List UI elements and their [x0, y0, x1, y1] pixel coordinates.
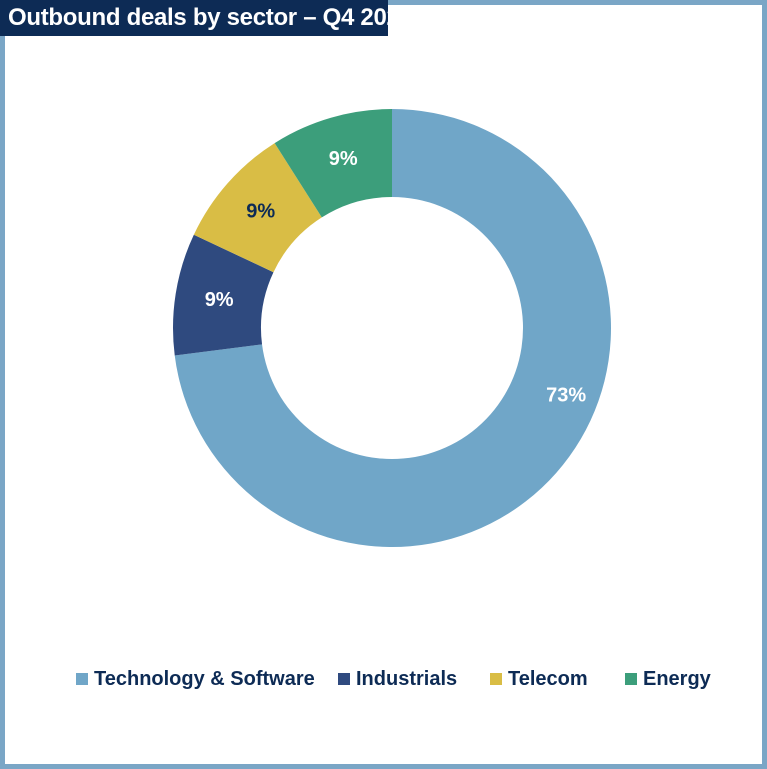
donut-slice-industrials	[173, 234, 274, 356]
legend-swatch-telecom	[490, 673, 502, 685]
legend-item-telecom: Telecom	[490, 664, 588, 694]
legend-label-energy: Energy	[643, 667, 711, 690]
legend: Technology & Software Industrials Teleco…	[0, 664, 767, 694]
legend-swatch-energy	[625, 673, 637, 685]
donut-slice-energy	[274, 109, 392, 218]
chart-title: Outbound deals by sector – Q4 2021	[0, 0, 413, 36]
legend-item-industrials: Industrials	[338, 664, 457, 694]
legend-swatch-industrials	[338, 673, 350, 685]
data-label-industrials: 9%	[205, 289, 234, 311]
legend-label-industrials: Industrials	[356, 667, 458, 690]
legend-label-telecom: Telecom	[508, 667, 588, 690]
data-label-telecom: 9%	[246, 201, 275, 223]
data-label-energy: 9%	[329, 148, 358, 170]
legend-label-technology-software: Technology & Software	[94, 667, 315, 690]
legend-swatch-technology-software	[76, 673, 88, 685]
donut-slice-telecom	[193, 143, 322, 273]
donut-slice-technology-software	[174, 109, 612, 547]
legend-item-technology-software: Technology & Software	[76, 664, 315, 694]
data-label-technology-software: 73%	[546, 385, 586, 407]
legend-item-energy: Energy	[625, 664, 711, 694]
